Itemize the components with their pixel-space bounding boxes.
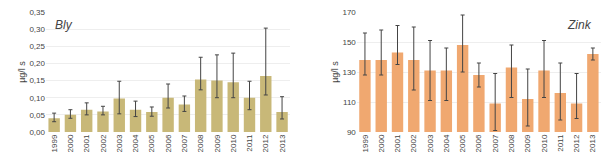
svg-text:2006: 2006: [164, 134, 173, 152]
svg-text:0,10: 0,10: [29, 94, 45, 103]
svg-text:2004: 2004: [442, 134, 451, 152]
svg-text:2002: 2002: [99, 134, 108, 152]
svg-text:2002: 2002: [409, 134, 418, 152]
svg-text:2011: 2011: [245, 134, 254, 152]
svg-text:0,05: 0,05: [29, 111, 45, 120]
svg-text:2001: 2001: [393, 134, 402, 152]
svg-text:2013: 2013: [278, 134, 287, 152]
svg-text:0,35: 0,35: [29, 8, 45, 17]
svg-text:2005: 2005: [147, 134, 156, 152]
svg-text:2012: 2012: [261, 134, 270, 152]
svg-text:0,30: 0,30: [29, 25, 45, 34]
svg-text:2010: 2010: [540, 134, 549, 152]
svg-text:170: 170: [342, 8, 356, 17]
svg-text:2008: 2008: [196, 134, 205, 152]
svg-text:2007: 2007: [180, 134, 189, 152]
svg-text:0,15: 0,15: [29, 76, 45, 85]
svg-text:µg/l s: µg/l s: [330, 61, 340, 83]
svg-text:130: 130: [342, 68, 356, 77]
svg-text:2013: 2013: [588, 134, 597, 152]
svg-text:0,00: 0,00: [29, 128, 45, 137]
svg-text:2001: 2001: [82, 134, 91, 152]
svg-text:Bly: Bly: [55, 18, 73, 32]
svg-text:110: 110: [343, 98, 356, 107]
svg-text:2000: 2000: [66, 134, 75, 152]
svg-text:0,25: 0,25: [29, 42, 45, 51]
svg-text:2012: 2012: [572, 134, 581, 152]
svg-text:150: 150: [342, 38, 356, 47]
svg-text:2005: 2005: [458, 134, 467, 152]
svg-text:1999: 1999: [50, 134, 59, 152]
svg-text:2006: 2006: [475, 134, 484, 152]
svg-text:2004: 2004: [131, 134, 140, 152]
svg-text:1999: 1999: [361, 134, 370, 152]
svg-text:µg/l s: µg/l s: [17, 61, 27, 83]
svg-text:2007: 2007: [491, 134, 500, 152]
svg-text:2011: 2011: [556, 134, 565, 152]
svg-text:2000: 2000: [377, 134, 386, 152]
svg-text:90: 90: [347, 128, 356, 137]
svg-text:2003: 2003: [426, 134, 435, 152]
svg-text:2010: 2010: [229, 134, 238, 152]
svg-text:2008: 2008: [507, 134, 516, 152]
svg-text:2009: 2009: [213, 134, 222, 152]
svg-text:2009: 2009: [523, 134, 532, 152]
svg-text:0,20: 0,20: [29, 59, 45, 68]
svg-text:Zink: Zink: [567, 18, 592, 32]
svg-text:2003: 2003: [115, 134, 124, 152]
